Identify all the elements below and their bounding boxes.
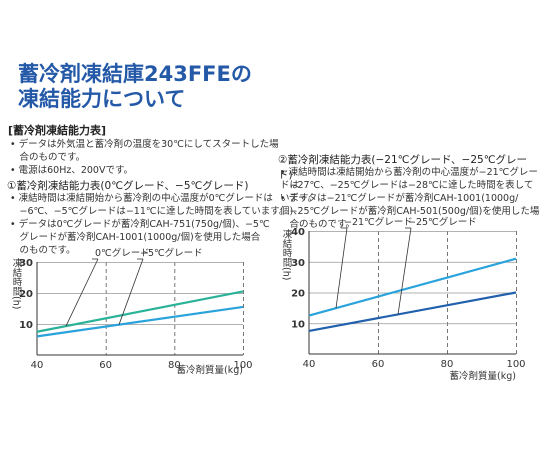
chart2-series-label: −21℃グレード — [344, 216, 413, 228]
chart1-series-line — [36, 305, 244, 338]
chart1-series-label: 0℃グレード — [95, 247, 150, 259]
chart2-subtitle: ②蓄冷剤凍結能力表(−21℃グレード、−25℃グレード) — [278, 154, 527, 181]
chart1-note-line: −6℃、−5℃グレードは−11℃に達した時間を表しています。 — [10, 206, 289, 217]
chart2-x-tick-label: 100 — [506, 359, 525, 370]
note-line: • 電源は60Hz、200Vです。 — [10, 165, 134, 176]
chart2-y-tick-label: 40 — [291, 227, 305, 238]
chart1-x-axis-label: 蓄冷剤質量(kg) — [177, 364, 243, 376]
chart2-x-tick-label: 40 — [303, 359, 316, 370]
chart2-x-tick-label: 60 — [372, 359, 385, 370]
chart1-note-line: • 凍結時間は凍結開始から蓄冷剤の中心温度が0℃グレードは — [10, 193, 273, 204]
chart2-series-label: −25℃グレード — [408, 216, 477, 228]
chart2-y-tick-label: 30 — [291, 258, 305, 269]
chart1-y-tick-label: 10 — [19, 320, 33, 331]
chart2-note-line: • 凍結時間は凍結開始から蓄冷剤の中心温度が−21℃グレードは — [280, 167, 538, 191]
chart1-series-line — [36, 290, 244, 333]
chart1-x-tick-label: 40 — [31, 360, 44, 371]
chart1-leader-line — [118, 258, 144, 325]
chart1-note-line: グレードが蓄冷剤CAH-1001(1000g/個)を使用した場合 — [10, 232, 261, 243]
chart2-y-tick-label: 10 — [291, 319, 305, 330]
note-line: 合のものです。 — [10, 152, 86, 163]
chart2-y-tick-label: 20 — [291, 289, 305, 300]
chart2-leader-line — [397, 227, 412, 315]
chart2-x-tick-label: 80 — [441, 359, 454, 370]
chart1-leader-line — [65, 258, 99, 327]
chart2-note-line: 合のものです。 — [280, 219, 356, 230]
chart2-note-line: • データは−21℃グレードが蓄冷剤CAH-1001(1000g/個)、 — [280, 193, 519, 217]
chart2-series-line — [308, 257, 517, 317]
chart2-note-line: −27℃、−25℃グレードは−28℃に達した時間を表しています。 — [280, 180, 534, 204]
chart1-note-line: • データは0℃グレードが蓄冷剤CAH-751(750g/個)、−5℃ — [10, 219, 270, 230]
chart1-x-tick-label: 60 — [99, 360, 112, 371]
chart2-series-line — [308, 291, 517, 333]
note-line: • データは外気温と蓄冷剤の温度を30℃にしてスタートした場 — [10, 139, 279, 150]
section-heading: [蓄冷剤凍結能力表] — [8, 124, 107, 137]
chart1-x-tick-label: 100 — [233, 360, 252, 371]
chart2-x-axis-label: 蓄冷剤質量(kg) — [450, 370, 516, 382]
chart2-note-line: −25℃グレードが蓄冷剤CAH-501(500g/個)を使用した場 — [280, 206, 540, 217]
chart1-x-tick-label: 80 — [168, 360, 181, 371]
chart1-series-label: −5℃グレード — [140, 247, 203, 259]
title-line-1: 蓄冷剤凍結庫243FFEの — [18, 62, 252, 86]
chart1-subtitle: ①蓄冷剤凍結能力表(0℃グレード、−5℃グレード) — [7, 180, 249, 192]
chart2-y-axis-label: 凍結時間(h) — [281, 228, 293, 280]
chart1-note-line: のものです。 — [10, 245, 76, 256]
chart1-y-axis-label: 凍結時間(h) — [11, 257, 23, 309]
chart1-y-tick-label: 20 — [19, 289, 33, 300]
page-title: 蓄冷剤凍結庫243FFEの 凍結能力について — [18, 62, 252, 112]
chart2-leader-line — [335, 227, 348, 309]
title-line-2: 凍結能力について — [18, 87, 186, 111]
chart1-y-tick-label: 30 — [19, 258, 33, 269]
